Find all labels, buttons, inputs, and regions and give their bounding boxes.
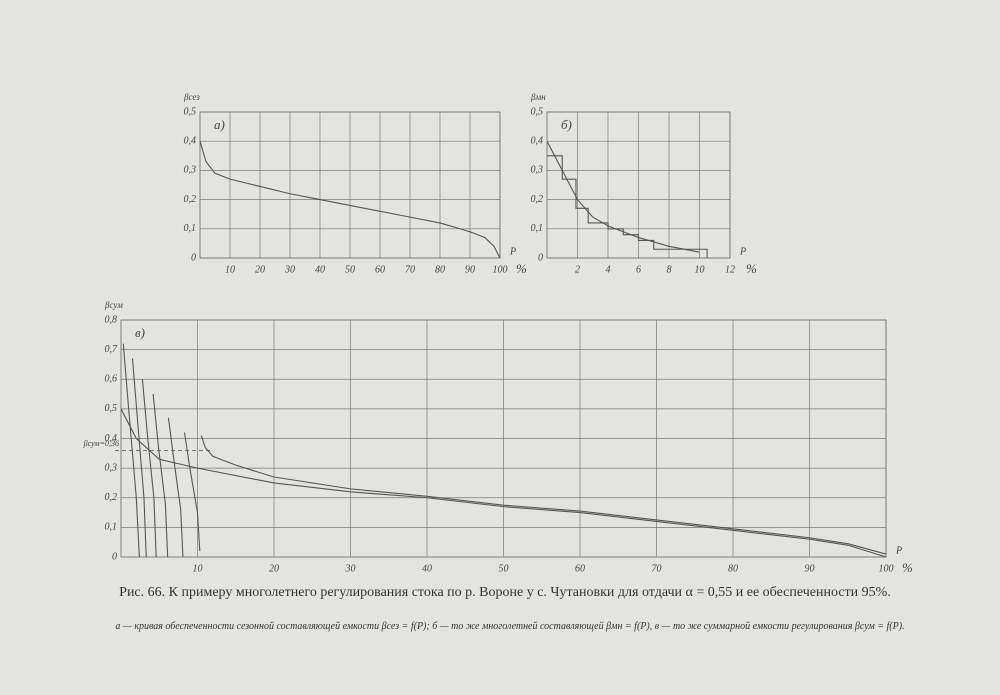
x-tick-label: 10: [225, 264, 235, 275]
x-tick-label: 8: [667, 264, 672, 275]
x-axis-label: P: [739, 246, 746, 257]
y-tick-label: 0,3: [184, 165, 197, 176]
curve: [120, 408, 887, 558]
panel-label: б): [561, 117, 572, 132]
y-tick-label: 0,7: [105, 344, 119, 355]
curve: [131, 358, 147, 558]
x-tick-label: 100: [879, 563, 894, 574]
x-tick-label: 50: [499, 563, 509, 574]
x-tick-label: 6: [636, 264, 641, 275]
y-tick-label: 0,4: [105, 433, 118, 444]
curve: [122, 343, 140, 558]
y-tick-label: 0,3: [531, 165, 544, 176]
x-tick-label: 90: [465, 264, 475, 275]
x-tick-label: 40: [315, 264, 325, 275]
x-tick-label: 40: [422, 563, 432, 574]
y-axis-label: βмн: [530, 92, 546, 102]
y-tick-label: 0,1: [531, 223, 544, 234]
y-tick-label: 0,2: [105, 492, 118, 503]
y-tick-label: 0,2: [531, 194, 544, 205]
x-unit: %: [902, 560, 913, 575]
caption-title: Рис. 66. К примеру многолетнего регулиро…: [119, 585, 891, 600]
y-tick-label: 0,4: [531, 135, 544, 146]
curve: [167, 417, 184, 558]
annotation: βсум=0,36: [83, 439, 119, 448]
x-tick-label: 50: [345, 264, 355, 275]
curve: [183, 432, 201, 552]
x-tick-label: 60: [375, 264, 385, 275]
y-tick-label: 0,5: [531, 106, 544, 117]
y-tick-label: 0,5: [105, 403, 118, 414]
curve: [547, 155, 708, 258]
y-axis-label: βсум: [104, 300, 123, 310]
y-axis-label: βсез: [183, 92, 200, 102]
y-tick-label: 0,1: [184, 223, 197, 234]
x-unit: %: [746, 261, 757, 276]
curve: [141, 379, 157, 558]
x-tick-label: 12: [725, 264, 735, 275]
y-tick-label: 0,8: [105, 314, 118, 325]
panel-label: в): [135, 325, 145, 340]
curve: [199, 141, 501, 259]
y-tick-label: 0: [112, 551, 117, 562]
y-tick-label: 0: [191, 252, 196, 263]
x-tick-label: 10: [695, 264, 705, 275]
x-unit: %: [516, 261, 527, 276]
x-tick-label: 4: [606, 264, 611, 275]
y-tick-label: 0,1: [105, 522, 118, 533]
x-tick-label: 80: [435, 264, 445, 275]
x-tick-label: 10: [193, 563, 203, 574]
panel-label: а): [214, 117, 225, 132]
x-tick-label: 100: [493, 264, 508, 275]
y-tick-label: 0,6: [105, 374, 118, 385]
x-tick-label: 2: [575, 264, 580, 275]
x-tick-label: 70: [405, 264, 415, 275]
x-tick-label: 70: [652, 563, 662, 574]
x-tick-label: 20: [269, 563, 279, 574]
x-tick-label: 80: [728, 563, 738, 574]
y-tick-label: 0,3: [105, 462, 118, 473]
curve: [152, 394, 169, 558]
x-tick-label: 30: [284, 264, 295, 275]
x-axis-label: P: [895, 545, 902, 556]
y-tick-label: 0,5: [184, 106, 197, 117]
curve: [200, 435, 887, 555]
curve: [546, 140, 700, 253]
y-tick-label: 0,2: [184, 194, 197, 205]
x-tick-label: 20: [255, 264, 265, 275]
y-tick-label: 0: [538, 252, 543, 263]
figure: 00,10,20,30,40,510 20 30 40 50 60 70 80 90 100 %Pβ…: [83, 92, 913, 575]
x-axis-label: P: [509, 246, 516, 257]
x-tick-label: 60: [575, 563, 585, 574]
y-tick-label: 0,4: [184, 135, 197, 146]
x-tick-label: 30: [345, 563, 356, 574]
x-tick-label: 90: [805, 563, 815, 574]
caption-legend: а — кривая обеспеченности сезонной соста…: [115, 621, 905, 632]
